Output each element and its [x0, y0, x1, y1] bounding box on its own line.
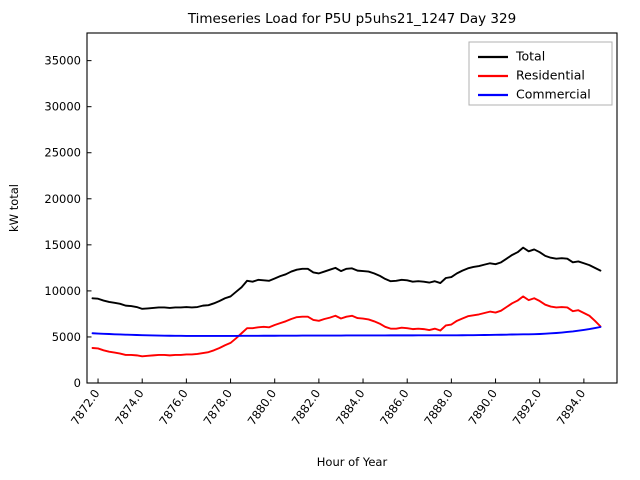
- y-tick-label: 0: [74, 376, 81, 390]
- y-axis-label: kW total: [7, 184, 21, 232]
- y-tick-label: 15000: [44, 238, 81, 252]
- series-line-total: [91, 246, 602, 310]
- y-axis-ticks: 0 5000 10000 15000 20000 25000 30000 35000: [44, 54, 92, 390]
- legend-label-commercial: Commercial: [516, 87, 591, 102]
- series-line-residential: [91, 295, 602, 358]
- y-tick-label: 25000: [44, 146, 81, 160]
- series-line-commercial: [91, 326, 602, 337]
- x-axis-label: Hour of Year: [317, 455, 388, 469]
- y-tick-label: 5000: [52, 330, 81, 344]
- y-tick-label: 20000: [44, 192, 81, 206]
- axes-frame: [86, 32, 618, 384]
- y-tick-label: 35000: [44, 54, 81, 68]
- chart-legend[interactable]: Total Residential Commercial: [468, 41, 613, 106]
- legend-label-residential: Residential: [516, 68, 585, 83]
- chart-title: Timeseries Load for P5U p5uhs21_1247 Day…: [187, 11, 516, 27]
- y-tick-label: 30000: [44, 100, 81, 114]
- legend-label-total: Total: [515, 49, 545, 64]
- data-series-group: [91, 246, 602, 358]
- y-tick-label: 10000: [44, 284, 81, 298]
- legend-items: Total Residential Commercial: [478, 49, 591, 102]
